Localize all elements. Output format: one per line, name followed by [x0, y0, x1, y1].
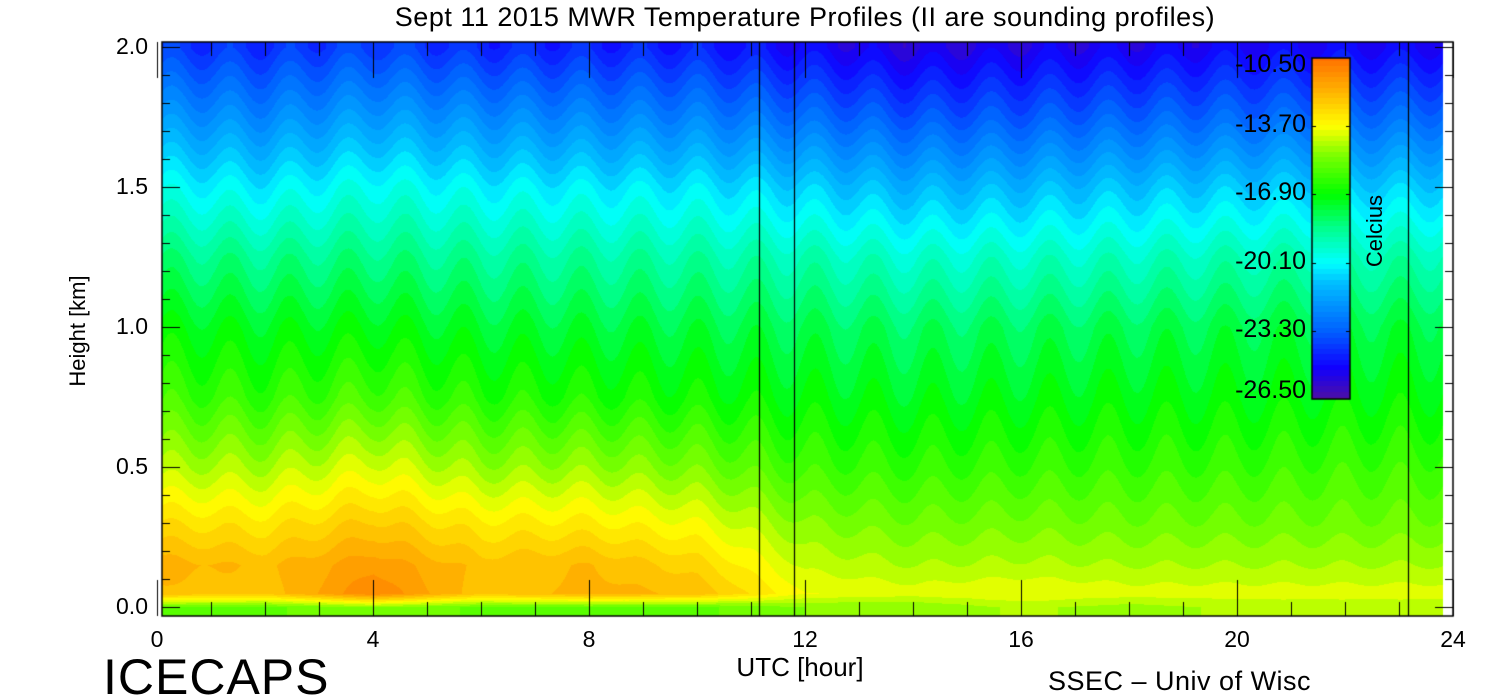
- y-tick-label: 1.0: [116, 313, 148, 339]
- colorbar-title: Celcius: [1362, 194, 1387, 268]
- x-tick-label: 20: [1224, 626, 1250, 652]
- brand-logo-text: ICECAPS: [103, 649, 330, 700]
- colorbar-tick-label: -16.90: [1235, 178, 1306, 207]
- y-tick-label: 2.0: [116, 33, 148, 59]
- x-tick-label: 0: [150, 626, 164, 652]
- colorbar-tick-label: -10.50: [1235, 50, 1306, 78]
- y-tick-label: 0.5: [116, 453, 148, 479]
- x-tick-label: 12: [792, 626, 818, 652]
- credit-text: SSEC – Univ of Wisc: [1048, 666, 1312, 696]
- x-tick-label: 16: [1008, 626, 1034, 652]
- y-tick-label: 1.5: [116, 173, 148, 199]
- colorbar-tick-label: -13.70: [1235, 110, 1306, 139]
- y-tick-label: 0.0: [116, 593, 148, 619]
- colorbar-tick-label: -26.50: [1235, 376, 1306, 404]
- y-axis-title: Height [km]: [65, 275, 90, 387]
- x-axis-title: UTC [hour]: [736, 652, 864, 682]
- colorbar-tick-label: -23.30: [1235, 314, 1306, 343]
- chart-title: Sept 11 2015 MWR Temperature Profiles (I…: [394, 2, 1216, 32]
- colorbar-tick-label: -20.10: [1235, 246, 1306, 275]
- x-tick-label: 8: [582, 626, 596, 652]
- x-tick-label: 24: [1440, 626, 1466, 652]
- x-tick-label: 4: [366, 626, 380, 652]
